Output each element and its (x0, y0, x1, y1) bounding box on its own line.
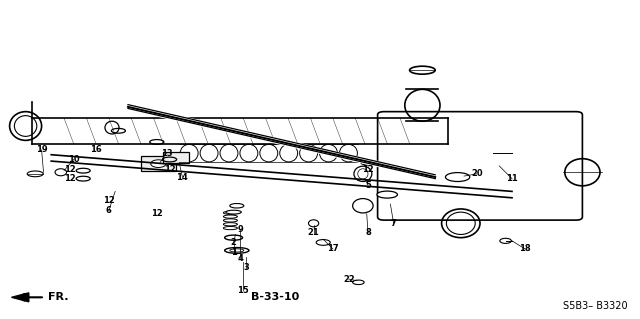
Text: 4: 4 (237, 254, 243, 263)
Text: 6: 6 (106, 206, 112, 215)
Text: 20: 20 (471, 169, 483, 178)
Bar (141, 156, 176, 171)
Ellipse shape (308, 220, 319, 227)
Text: 21: 21 (308, 228, 319, 237)
Text: 19: 19 (36, 145, 47, 154)
Text: 10: 10 (68, 155, 79, 164)
Ellipse shape (353, 280, 364, 285)
Text: 13: 13 (161, 149, 172, 158)
Text: 5: 5 (365, 181, 371, 189)
Text: 18: 18 (519, 244, 531, 253)
Text: FR.: FR. (48, 292, 68, 302)
Text: 17: 17 (327, 244, 339, 253)
Ellipse shape (316, 240, 330, 245)
Text: 12: 12 (151, 209, 163, 218)
Ellipse shape (353, 198, 373, 213)
Circle shape (151, 160, 166, 167)
Text: 12: 12 (103, 197, 115, 205)
Text: 11: 11 (506, 174, 518, 183)
Ellipse shape (28, 171, 44, 177)
Ellipse shape (226, 210, 241, 214)
Ellipse shape (230, 204, 244, 208)
Ellipse shape (55, 169, 67, 176)
Text: 7: 7 (391, 219, 396, 228)
Text: 14: 14 (177, 173, 188, 182)
Ellipse shape (377, 191, 397, 198)
Text: 8: 8 (365, 228, 371, 237)
Text: 9: 9 (237, 225, 243, 234)
Text: S5B3– B3320: S5B3– B3320 (563, 301, 627, 311)
Ellipse shape (225, 248, 249, 253)
Text: B-33-10: B-33-10 (251, 292, 300, 302)
Text: 3: 3 (244, 263, 249, 272)
Text: 12: 12 (164, 165, 175, 174)
Text: 16: 16 (90, 145, 102, 154)
Ellipse shape (354, 166, 372, 182)
Text: 1: 1 (230, 248, 237, 256)
Text: 2: 2 (230, 238, 237, 247)
Text: 12: 12 (65, 165, 76, 174)
Text: 12: 12 (65, 174, 76, 183)
Bar (163, 152, 189, 163)
Text: 12: 12 (362, 165, 374, 174)
Ellipse shape (500, 238, 511, 243)
Text: 15: 15 (237, 286, 249, 295)
Text: 22: 22 (343, 275, 355, 284)
Polygon shape (12, 293, 29, 302)
